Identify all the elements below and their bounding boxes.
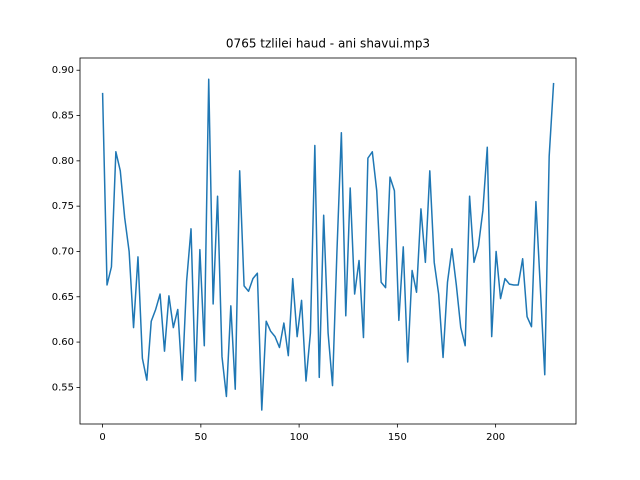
y-tick-label: 0.85 <box>52 111 74 122</box>
x-tick-label: 200 <box>486 432 505 443</box>
y-tick-label: 0.60 <box>52 337 74 348</box>
y-tick-label: 0.90 <box>52 65 74 76</box>
y-tick-label: 0.75 <box>52 201 74 212</box>
y-tick-label: 0.80 <box>52 156 74 167</box>
data-line <box>101 78 555 411</box>
chart-title: 0765 tzlilei haud - ani shavui.mp3 <box>226 37 430 51</box>
x-tick-label: 0 <box>99 432 105 443</box>
x-tick-label: 50 <box>194 432 207 443</box>
y-tick-label: 0.65 <box>52 292 74 303</box>
x-tick-label: 150 <box>388 432 407 443</box>
x-tick-label: 100 <box>290 432 309 443</box>
y-tick-label: 0.70 <box>52 246 74 257</box>
y-tick-label: 0.55 <box>52 382 74 393</box>
axes-frame <box>79 57 577 425</box>
